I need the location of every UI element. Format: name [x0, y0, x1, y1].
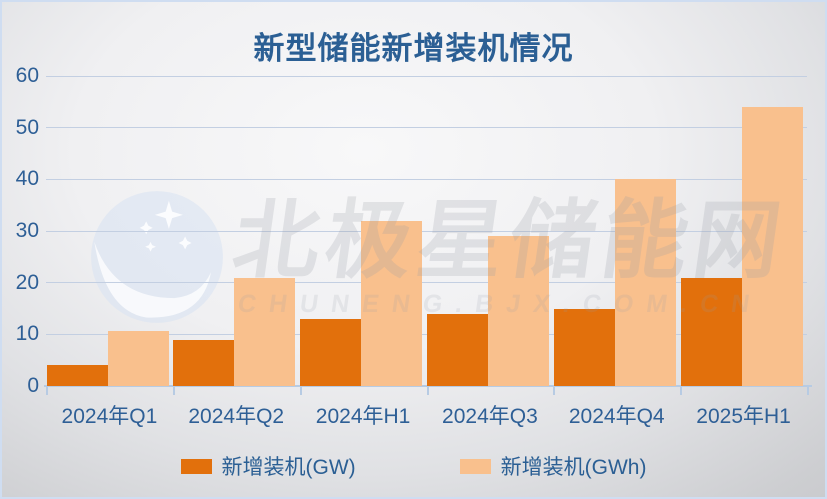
x-axis-category-label: 2024年Q1 [61, 405, 158, 428]
watermark-text-en: CHUNENG.BJX.COM.CN [236, 290, 765, 318]
bar-gwh [741, 107, 803, 386]
legend-label-gw: 新增装机(GW) [221, 456, 356, 479]
axis-tick-mark [807, 387, 809, 395]
y-axis-tick-label: 60 [15, 64, 39, 87]
y-axis-tick-label: 50 [15, 115, 39, 139]
bar-gw [427, 313, 488, 386]
legend-swatch-gw [180, 458, 212, 474]
bar-gwh [107, 330, 169, 386]
y-axis-tick-label: 10 [15, 322, 39, 346]
grid-line [46, 282, 807, 284]
legend-label-gwh: 新增装机(GWh) [500, 456, 647, 479]
axis-tick-mark [299, 387, 302, 395]
grid-line [46, 178, 807, 180]
x-axis-category-label: 2024年Q3 [442, 405, 538, 428]
bar-gwh [488, 236, 549, 386]
y-axis-tick-label: 20 [15, 270, 39, 294]
watermark-text-cn: 北极星储能网 [227, 193, 793, 289]
grid-line [46, 75, 807, 77]
y-axis-tick-label: 0 [27, 374, 39, 397]
bar-gw [300, 318, 362, 386]
bar-gwh [614, 179, 676, 386]
y-axis-tick-label: 30 [15, 219, 39, 242]
axis-tick-mark [553, 387, 556, 395]
legend-item-gwh: 新增装机(GWh) [459, 451, 647, 481]
y-axis-tick-label: 40 [15, 167, 39, 191]
x-axis-category-label: 2025年H1 [696, 405, 791, 428]
bar-gw [553, 308, 615, 386]
legend: 新增装机(GW) 新增装机(GWh) [2, 451, 825, 481]
axis-tick-mark [426, 387, 429, 395]
axis-tick-mark [46, 387, 48, 395]
grid-line [46, 127, 807, 129]
chart-title: 新型储能新增装机情况 [253, 31, 574, 66]
legend-item-gw: 新增装机(GW) [180, 451, 356, 481]
grid-line [46, 230, 807, 232]
x-axis-category-label: 2024年Q2 [188, 405, 285, 428]
x-axis-category-label: 2024年H1 [315, 405, 411, 428]
bar-gw [46, 365, 108, 386]
bar-gw [680, 277, 742, 386]
x-axis-line [44, 385, 812, 387]
bar-gw [173, 339, 235, 386]
axis-tick-mark [680, 387, 683, 395]
polaris-logo-watermark-icon [90, 190, 224, 324]
bar-gwh [234, 277, 296, 386]
x-axis-category-label: 2024年Q4 [568, 405, 665, 428]
axis-tick-mark [172, 387, 175, 395]
grid-line [46, 333, 807, 335]
legend-swatch-gwh [459, 458, 491, 474]
bar-gwh [361, 220, 423, 386]
